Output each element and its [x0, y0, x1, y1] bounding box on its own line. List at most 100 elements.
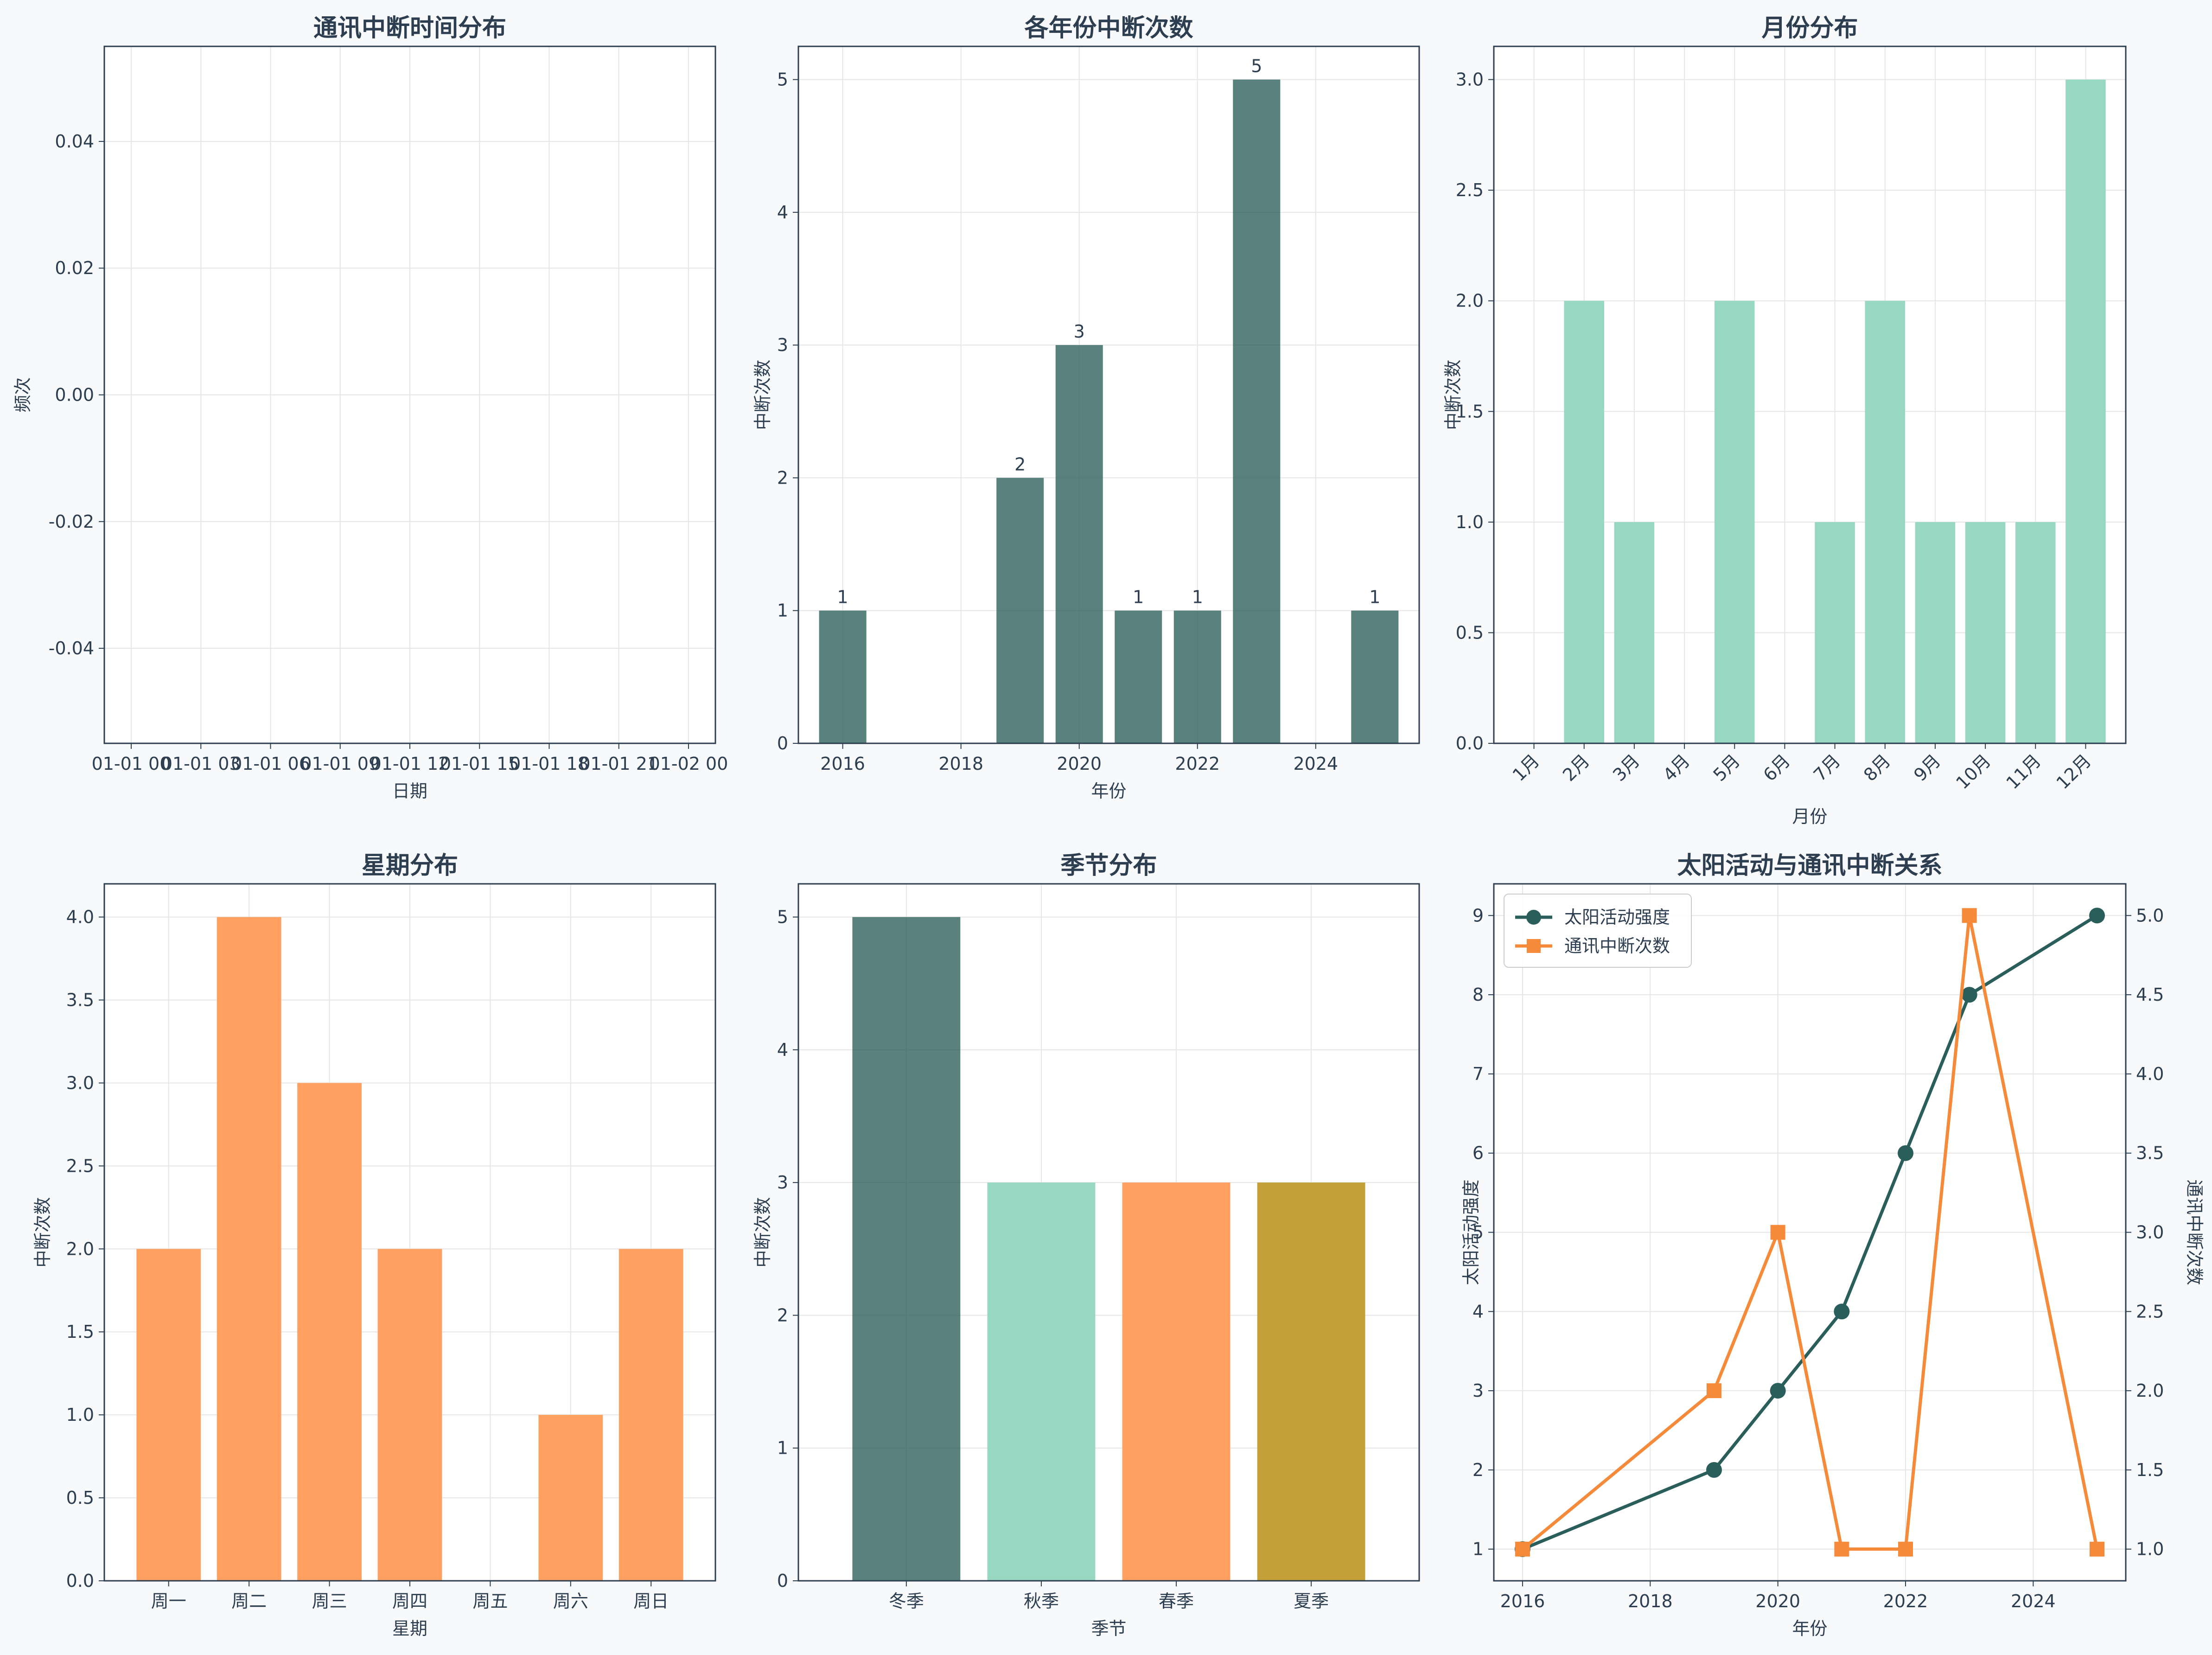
- point-marker: [1770, 1383, 1786, 1399]
- chart-title: 月份分布: [1761, 14, 1858, 42]
- x-tick-label: 2016: [820, 754, 865, 774]
- x-tick-label: 2024: [1293, 754, 1338, 774]
- bar: [1865, 300, 1906, 743]
- x-tick-label: 6月: [1759, 750, 1794, 785]
- x-axis-label: 日期: [392, 781, 427, 801]
- y-tick-label: 1.5: [1456, 401, 1484, 422]
- y-axis-label: 太阳活动强度: [1461, 1179, 1481, 1285]
- y-axis-label: 中断次数: [752, 359, 773, 430]
- y-tick-label: 0.00: [55, 385, 94, 405]
- y-axis-label: 中断次数: [752, 1197, 773, 1267]
- x-tick-label: 01-01 09: [300, 754, 380, 774]
- legend-label: 太阳活动强度: [1564, 907, 1670, 927]
- y-axis-label: 中断次数: [1443, 359, 1463, 430]
- point-marker: [1898, 1541, 1913, 1557]
- y-tick-label: 1.0: [1456, 512, 1484, 532]
- point-marker: [2090, 1541, 2105, 1557]
- x-tick-label: 4月: [1659, 750, 1694, 785]
- y-tick-label: 5: [1473, 1222, 1484, 1243]
- bar-value-label: 1: [837, 587, 848, 607]
- x-tick-label: 3月: [1609, 750, 1644, 785]
- y-tick-label: 3: [1473, 1380, 1484, 1401]
- bar: [2065, 79, 2106, 744]
- x-tick-label: 11月: [2002, 750, 2045, 793]
- axes-frame: [103, 883, 716, 1582]
- y-tick-label: 4: [1473, 1301, 1484, 1322]
- axes-frame: [1493, 45, 2127, 744]
- y-tick-label: 4: [777, 1040, 788, 1060]
- y-tick-label: 9: [1473, 905, 1484, 926]
- y-tick-label: 1.0: [66, 1405, 94, 1425]
- y-tick-label: 3: [777, 335, 788, 355]
- x-tick-label: 周一: [151, 1591, 186, 1611]
- x-tick-label: 10月: [1952, 750, 1995, 793]
- y-tick-label-right: 1.5: [2136, 1460, 2164, 1480]
- legend-marker: [1526, 910, 1541, 925]
- y-axis-label-right: 通讯中断次数: [2184, 1179, 2205, 1285]
- axes-frame: [103, 45, 716, 744]
- y-tick-label: 3.0: [66, 1073, 94, 1093]
- x-tick-label: 周六: [553, 1591, 588, 1611]
- y-tick-label: 0: [777, 1571, 788, 1591]
- bar-value-label: 1: [1192, 587, 1203, 607]
- y-tick-label: 1: [1473, 1539, 1484, 1559]
- bar-value-label: 2: [1014, 454, 1026, 474]
- bar: [996, 478, 1044, 743]
- bar: [852, 917, 961, 1581]
- legend-box: [1504, 894, 1692, 968]
- bar: [538, 1415, 603, 1581]
- y-tick-label: 2.0: [66, 1239, 94, 1259]
- bar: [1714, 300, 1755, 743]
- bar-value-label: 3: [1074, 321, 1085, 342]
- bar-value-label: 5: [1251, 56, 1262, 77]
- x-axis-label: 年份: [1792, 1618, 1827, 1639]
- x-axis-label: 年份: [1091, 781, 1126, 801]
- x-tick-label: 7月: [1810, 750, 1844, 785]
- axes-frame: [1493, 883, 2127, 1582]
- point-marker: [1770, 1225, 1785, 1240]
- chart-title: 各年份中断次数: [1024, 14, 1193, 42]
- chart-title: 通讯中断时间分布: [313, 14, 506, 42]
- y-tick-label: 1.5: [66, 1322, 94, 1342]
- bar: [1564, 300, 1604, 743]
- y-tick-label: 2: [1473, 1460, 1484, 1480]
- bar: [1351, 610, 1399, 743]
- x-tick-label: 9月: [1910, 750, 1944, 785]
- x-tick-label: 冬季: [889, 1591, 924, 1611]
- bar: [297, 1083, 362, 1581]
- x-tick-label: 8月: [1860, 750, 1894, 785]
- y-axis-label: 中断次数: [32, 1197, 53, 1267]
- x-tick-label: 01-01 06: [231, 754, 310, 774]
- bar-value-label: 1: [1133, 587, 1144, 607]
- chart-monthly-distribution: 0.00.51.01.52.02.53.01月 2月 3月 4月 5月 6月 7月 8月 9月 1…: [1443, 14, 2127, 827]
- y-tick-label: 5: [777, 907, 788, 927]
- y-tick-label: 5: [777, 70, 788, 90]
- y-tick-label: 3: [777, 1172, 788, 1193]
- bar: [2015, 522, 2056, 743]
- bar: [1614, 522, 1655, 743]
- bar: [1115, 610, 1162, 743]
- x-tick-label: 2020: [1057, 754, 1102, 774]
- bar: [1915, 522, 1956, 743]
- x-tick-label: 2月: [1559, 750, 1594, 785]
- y-tick-label: -0.02: [49, 511, 94, 532]
- point-marker: [1961, 987, 1977, 1003]
- y-tick-label-right: 2.5: [2136, 1301, 2164, 1322]
- bar: [819, 610, 867, 743]
- y-tick-label: 3.5: [66, 990, 94, 1010]
- y-tick-label: 2: [777, 467, 788, 488]
- y-axis-label: 频次: [13, 377, 33, 412]
- bar: [618, 1249, 683, 1581]
- chart-yearly-interruptions: 0 1 2 3 4 5 2016 2018 2020 2022 2024 1 2 3 1 1 5 1 各年份中断次数…: [752, 14, 1420, 801]
- bar: [136, 1249, 201, 1581]
- x-tick-label: 春季: [1159, 1591, 1194, 1611]
- y-tick-label: 0.0: [66, 1571, 94, 1591]
- point-marker: [2089, 907, 2105, 924]
- point-marker: [1962, 908, 1977, 923]
- chart-solar-activity-vs-interruptions: 1 2 3 4 5 6 7 8 9 1.0 1.5 2.0 2.5 3.0 3.5 4.0 4.5 5.0 2016…: [1461, 852, 2205, 1639]
- x-tick-label: 2018: [938, 754, 983, 774]
- x-tick-label: 01-02 00: [649, 754, 728, 774]
- y-tick-label: 2.5: [1456, 180, 1484, 200]
- y-tick-label-right: 4.5: [2136, 984, 2164, 1005]
